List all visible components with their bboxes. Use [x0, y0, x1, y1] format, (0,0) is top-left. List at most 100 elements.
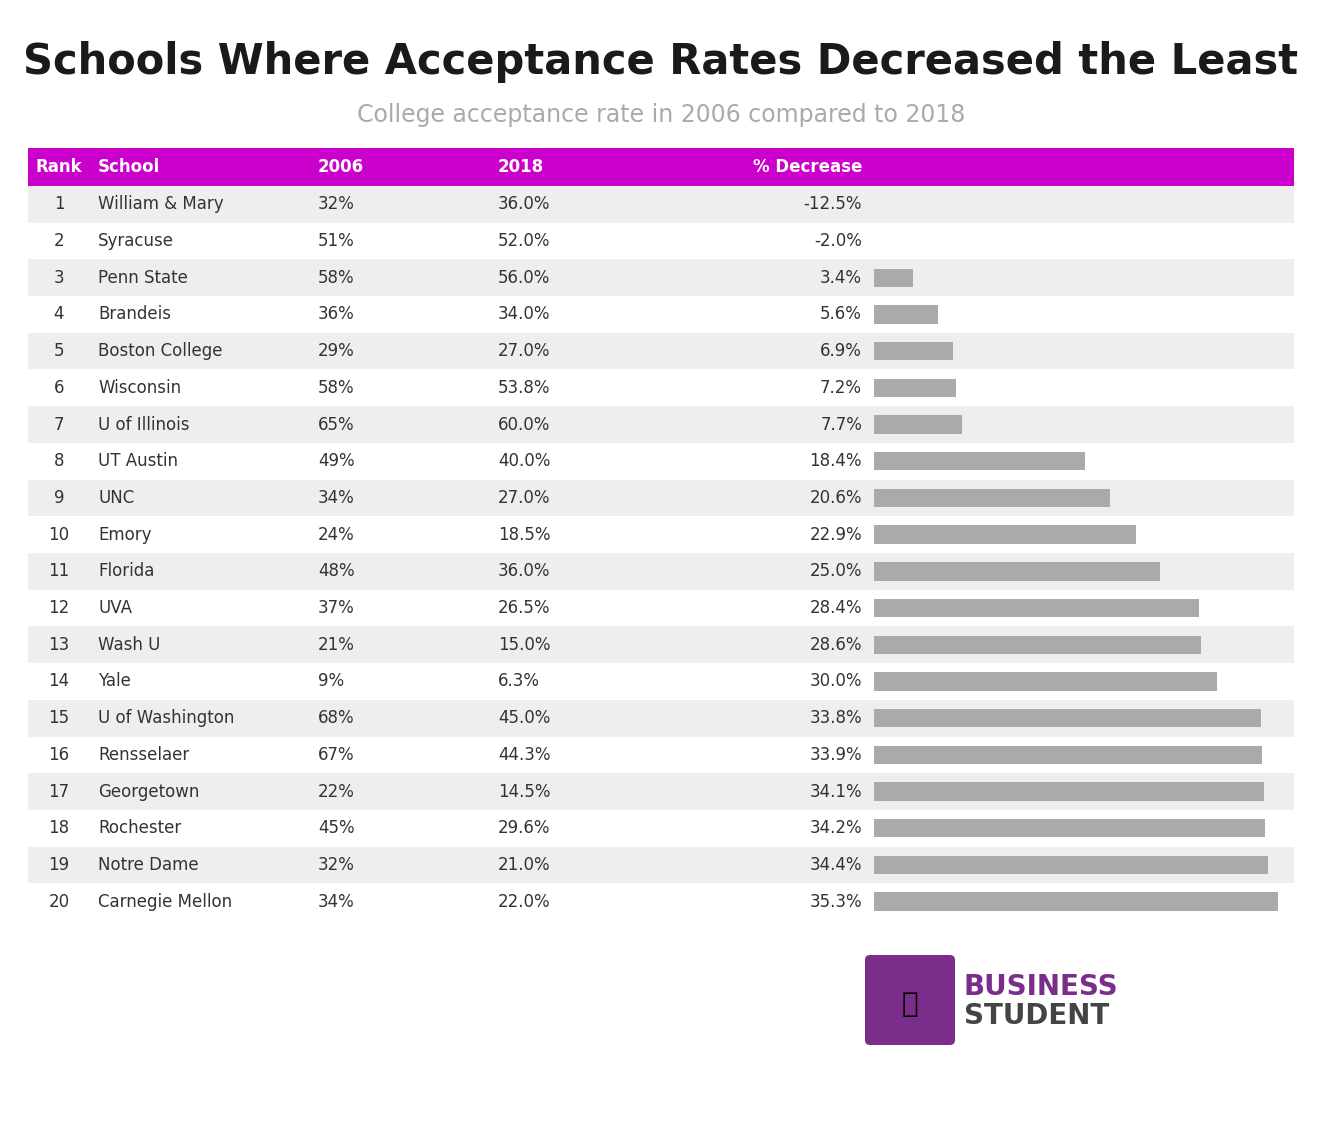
Text: 58%: 58% — [319, 269, 354, 287]
Bar — [28, 223, 1294, 260]
Text: Yale: Yale — [98, 672, 131, 690]
Bar — [28, 773, 1294, 810]
Text: 21%: 21% — [319, 636, 354, 654]
Text: 12: 12 — [49, 599, 70, 617]
Text: 3.4%: 3.4% — [820, 269, 862, 287]
Text: 6.3%: 6.3% — [498, 672, 539, 690]
Text: 34.1%: 34.1% — [809, 783, 862, 800]
Bar — [874, 525, 1136, 544]
Bar — [28, 699, 1294, 737]
Text: Florida: Florida — [98, 563, 155, 581]
Text: 3: 3 — [54, 269, 65, 287]
Text: 29.6%: 29.6% — [498, 819, 550, 837]
Bar — [874, 635, 1202, 654]
Text: 17: 17 — [49, 783, 70, 800]
Bar — [28, 553, 1294, 590]
Text: 22%: 22% — [319, 783, 354, 800]
Text: BUSINESS: BUSINESS — [964, 973, 1118, 1001]
Text: 58%: 58% — [319, 379, 354, 397]
Text: 48%: 48% — [319, 563, 354, 581]
Text: 11: 11 — [49, 563, 70, 581]
Text: 20: 20 — [49, 893, 70, 911]
Bar — [874, 269, 914, 287]
Text: 24%: 24% — [319, 525, 354, 544]
Bar — [874, 709, 1261, 728]
Text: UVA: UVA — [98, 599, 132, 617]
Text: 26.5%: 26.5% — [498, 599, 550, 617]
Text: William & Mary: William & Mary — [98, 195, 223, 214]
Text: -2.0%: -2.0% — [814, 232, 862, 250]
Bar — [28, 296, 1294, 333]
Text: 25.0%: 25.0% — [809, 563, 862, 581]
Bar — [874, 819, 1265, 837]
Text: 52.0%: 52.0% — [498, 232, 550, 250]
Text: 28.6%: 28.6% — [809, 636, 862, 654]
Bar — [874, 893, 1278, 911]
Text: -12.5%: -12.5% — [804, 195, 862, 214]
Text: College acceptance rate in 2006 compared to 2018: College acceptance rate in 2006 compared… — [357, 103, 965, 127]
Text: 45%: 45% — [319, 819, 354, 837]
Text: 36%: 36% — [319, 305, 354, 323]
Text: 18.5%: 18.5% — [498, 525, 550, 544]
Text: Penn State: Penn State — [98, 269, 188, 287]
Text: 18.4%: 18.4% — [809, 452, 862, 470]
Text: 32%: 32% — [319, 195, 354, 214]
Text: 16: 16 — [49, 746, 70, 764]
Text: UNC: UNC — [98, 489, 135, 507]
Text: 15.0%: 15.0% — [498, 636, 550, 654]
Text: 68%: 68% — [319, 710, 354, 727]
Text: 21.0%: 21.0% — [498, 855, 551, 873]
Text: 37%: 37% — [319, 599, 354, 617]
Text: 15: 15 — [49, 710, 70, 727]
Text: 8: 8 — [54, 452, 65, 470]
Text: 18: 18 — [49, 819, 70, 837]
Bar — [874, 855, 1268, 875]
Text: 6.9%: 6.9% — [820, 342, 862, 360]
Text: 33.9%: 33.9% — [809, 746, 862, 764]
Text: 53.8%: 53.8% — [498, 379, 550, 397]
Text: 10: 10 — [49, 525, 70, 544]
Text: 49%: 49% — [319, 452, 354, 470]
Bar — [28, 516, 1294, 553]
Bar — [874, 563, 1161, 581]
Text: Wash U: Wash U — [98, 636, 160, 654]
Bar — [874, 452, 1084, 470]
Bar — [28, 148, 1294, 186]
Text: 14.5%: 14.5% — [498, 783, 550, 800]
Text: Notre Dame: Notre Dame — [98, 855, 198, 873]
Bar — [874, 672, 1218, 690]
Text: 28.4%: 28.4% — [809, 599, 862, 617]
Text: Emory: Emory — [98, 525, 152, 544]
Text: 44.3%: 44.3% — [498, 746, 550, 764]
Bar — [28, 590, 1294, 626]
Text: 34%: 34% — [319, 489, 354, 507]
Text: STUDENT: STUDENT — [964, 1002, 1109, 1031]
Text: U of Illinois: U of Illinois — [98, 416, 189, 434]
Bar — [28, 846, 1294, 884]
Text: 40.0%: 40.0% — [498, 452, 550, 470]
Text: 🎓: 🎓 — [902, 990, 919, 1018]
Bar — [28, 479, 1294, 516]
Text: 13: 13 — [49, 636, 70, 654]
Text: 36.0%: 36.0% — [498, 195, 550, 214]
Text: 27.0%: 27.0% — [498, 489, 550, 507]
Bar — [28, 443, 1294, 479]
Bar — [874, 379, 956, 397]
Text: 7.2%: 7.2% — [820, 379, 862, 397]
Text: Rensselaer: Rensselaer — [98, 746, 189, 764]
FancyBboxPatch shape — [865, 955, 954, 1045]
Bar — [28, 186, 1294, 223]
Bar — [28, 737, 1294, 773]
Text: Schools Where Acceptance Rates Decreased the Least: Schools Where Acceptance Rates Decreased… — [24, 41, 1298, 82]
Text: 29%: 29% — [319, 342, 354, 360]
Bar — [874, 746, 1263, 764]
Text: 51%: 51% — [319, 232, 354, 250]
Text: 6: 6 — [54, 379, 65, 397]
Text: Boston College: Boston College — [98, 342, 222, 360]
Text: 9: 9 — [54, 489, 65, 507]
Bar — [874, 342, 953, 360]
Text: 7: 7 — [54, 416, 65, 434]
Text: Syracuse: Syracuse — [98, 232, 175, 250]
Text: UT Austin: UT Austin — [98, 452, 178, 470]
Text: 30.0%: 30.0% — [809, 672, 862, 690]
